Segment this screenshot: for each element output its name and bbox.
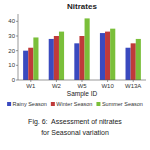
title: Nitrates [67, 2, 97, 11]
bar [85, 18, 90, 80]
x-tick [107, 80, 108, 82]
y-tick-label: 0 [12, 77, 16, 83]
bar [126, 48, 131, 80]
legend: Rainy Season Winter Season Summer Season [7, 101, 143, 107]
x-tick [56, 80, 57, 82]
bar [79, 36, 84, 80]
x-axis-label: Sample ID [67, 90, 98, 98]
bar [59, 32, 64, 80]
x-tick [133, 80, 134, 82]
x-tick [82, 80, 83, 82]
bar [105, 32, 110, 80]
legend-swatch [51, 102, 55, 106]
legend-label: Summer Season [102, 101, 143, 107]
y-tick-label: 40 [8, 18, 15, 24]
bar [28, 48, 33, 80]
y-tick-label: 20 [8, 48, 15, 54]
caption: for Seasonal variation [41, 129, 109, 136]
legend-swatch [7, 102, 11, 106]
bar [33, 37, 38, 80]
x-tick-label: W5 [78, 83, 88, 89]
bars [23, 18, 141, 80]
bar [131, 43, 136, 80]
legend-label: Winter Season [56, 101, 92, 107]
x-tick-label: W2 [52, 83, 62, 89]
y-tick-label: 30 [8, 33, 15, 39]
bar [54, 36, 59, 80]
bar [74, 43, 79, 80]
bar [110, 29, 115, 80]
x-tick-label: W13A [125, 83, 141, 89]
legend-label: Rainy Season [13, 101, 47, 107]
y-axis [18, 14, 19, 80]
caption: Fig. 6: Assessment of nitrates [28, 118, 122, 126]
bar [136, 39, 141, 80]
chart: Nitrates 0 10 20 30 40 W1 W2 W5 W10 W13A Sample ID R… [0, 0, 150, 150]
legend-swatch [96, 102, 100, 106]
bar [23, 51, 28, 80]
y-tick-label: 10 [8, 62, 15, 68]
x-tick-label: W10 [101, 83, 114, 89]
bar [49, 39, 54, 80]
bar [100, 33, 105, 80]
x-tick-label: W1 [26, 83, 36, 89]
x-tick [30, 80, 31, 82]
